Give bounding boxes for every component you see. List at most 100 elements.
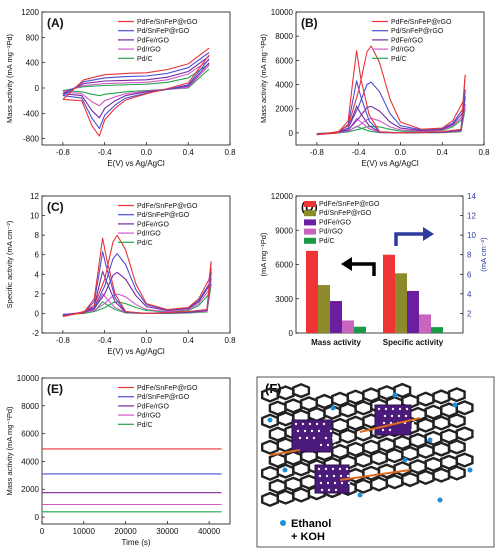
legend-entry: Pd/rGO: [391, 47, 415, 54]
koh-legend-text: + KOH: [291, 531, 325, 543]
legend-swatch: [304, 237, 316, 244]
y-tick-label: 10000: [271, 8, 294, 17]
graphene-hexagon: [447, 387, 466, 403]
nanoparticle-atom: [319, 481, 323, 485]
series-group: [316, 45, 466, 136]
ethanol-molecule-dot: [467, 467, 473, 473]
legend-entry: Pd/C: [391, 56, 407, 63]
graphene-hexagon: [447, 439, 466, 455]
nanoparticle-atom: [332, 474, 336, 478]
bar-specific-activity: [419, 314, 431, 333]
nanoparticle-atom: [329, 429, 333, 433]
panel-label: (B): [301, 16, 318, 30]
legend-entry: Pd/SnFeP@rGO: [391, 28, 444, 35]
panel-f-illustration: (F) Ethanol + KOH: [256, 376, 495, 548]
legend-entry: PdFe/rGO: [137, 403, 169, 410]
y-tick-label: 4000: [275, 81, 293, 90]
legend-entry: PdFe/SnFeP@rGO: [137, 19, 198, 26]
nanoparticle-atom: [319, 443, 323, 447]
nanoparticle-atom: [404, 414, 408, 418]
x-tick-label: -0.8: [56, 336, 70, 345]
graphene-hexagon: [455, 426, 474, 442]
y-tick-label: 2000: [21, 485, 39, 494]
nanoparticle-atom: [317, 429, 321, 433]
plot-frame-2: [41, 195, 231, 334]
plot-frame-0: [41, 11, 231, 146]
y2-tick-label: 10: [467, 231, 476, 240]
y-tick-label: 12000: [271, 192, 294, 201]
nanoparticle-atom: [381, 428, 385, 432]
x-tick-label: 20000: [114, 527, 137, 536]
y-tick-label: -800: [23, 135, 40, 144]
series-line-forward: [316, 108, 466, 135]
nanoparticle-atom: [345, 467, 349, 471]
y-tick-label: -400: [23, 109, 40, 118]
nanoparticle-cube: [291, 419, 333, 453]
series-line-forward: [62, 234, 212, 317]
ethanol-molecule-dot: [267, 417, 273, 423]
y-tick-label: 8: [35, 231, 40, 240]
ethanol-molecule-dot: [427, 437, 433, 443]
legend-entry: PdFe/rGO: [319, 219, 351, 226]
series-line-forward: [62, 278, 212, 315]
nanoparticle-atom: [382, 421, 386, 425]
legend-swatch: [304, 228, 316, 235]
x-tick-label: 0.4: [437, 148, 449, 157]
y-tick-label: 0: [35, 309, 40, 318]
y2-tick-label: 4: [467, 290, 472, 299]
y-tick-label: 400: [26, 59, 40, 68]
series-line-forward: [316, 81, 466, 135]
nanoparticle-atom: [405, 407, 409, 411]
graphene-hexagon: [292, 383, 311, 399]
y-axis-label: Mass activity (mA mg⁻¹Pd): [5, 406, 14, 495]
y-axis-label: Mass activity (mA mg⁻¹Pd): [5, 34, 14, 123]
x-axis-label: E(V) vs Ag/AgCl: [361, 159, 419, 168]
x-tick-label: 0: [40, 527, 45, 536]
nanoparticle-atom: [324, 436, 328, 440]
y-tick-label: 0: [289, 129, 294, 138]
graphene-hexagon: [447, 413, 466, 429]
x-tick-label: -0.4: [352, 148, 366, 157]
legend-entry: Pd/SnFeP@rGO: [137, 212, 190, 219]
nanoparticle-atom: [324, 467, 328, 471]
plot-frame-1: [295, 11, 485, 146]
ethanol-molecule-dot: [357, 492, 363, 498]
nanoparticle-atom: [412, 414, 416, 418]
y-tick-label: 12: [30, 192, 39, 201]
arrow-left-head: [341, 257, 352, 271]
series-line-reverse: [62, 54, 210, 137]
ethanol-legend-dot: [280, 520, 286, 526]
nanoparticles: [269, 404, 421, 494]
bar-mass-activity: [354, 326, 366, 333]
legend-swatch: [304, 219, 316, 226]
x-axis-label: E(V) vs Ag/AgCl: [107, 159, 165, 168]
y-tick-label: 6000: [275, 56, 293, 65]
nanoparticle-atom: [346, 474, 350, 478]
y-tick-label: 0: [35, 84, 40, 93]
nanoparticle-atom: [331, 436, 335, 440]
nanoparticle-atom: [390, 414, 394, 418]
nanoparticle-atom: [303, 429, 307, 433]
series-line-forward: [62, 63, 210, 92]
y-tick-label: 6000: [21, 430, 39, 439]
x-tick-label: 0.4: [183, 148, 195, 157]
x-tick-label: 0.0: [141, 336, 153, 345]
x-tick-label: -0.4: [98, 148, 112, 157]
ethanol-molecule-dot: [282, 467, 288, 473]
series-line-forward: [62, 47, 210, 100]
electron-transfer-arrow: [339, 469, 411, 481]
series-line-forward: [62, 253, 212, 316]
series-line-reverse: [62, 251, 212, 316]
nanoparticle-atom: [333, 481, 337, 485]
y-axis-label: Specific activity (mA cm⁻²): [5, 220, 14, 308]
series-line-forward: [62, 59, 210, 93]
x-tick-label: 0.4: [183, 336, 195, 345]
graphene-hexagon: [393, 382, 412, 399]
nanoparticle-atom: [334, 488, 338, 492]
bar-mass-activity: [318, 285, 330, 333]
y-tick-label: 3000: [275, 295, 293, 304]
series-line-forward: [62, 283, 212, 315]
series-line-forward: [316, 45, 466, 136]
nanoparticle-atom: [301, 422, 305, 426]
